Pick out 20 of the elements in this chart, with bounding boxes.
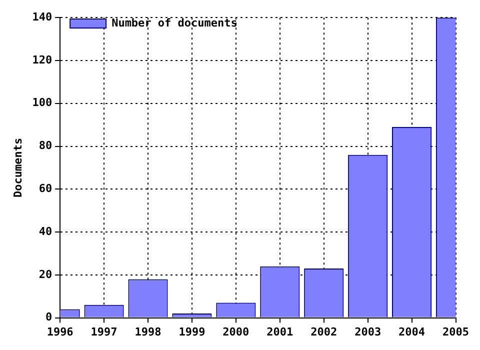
y-tick-label: 40 xyxy=(38,224,52,238)
y-tick-label: 140 xyxy=(32,10,52,24)
y-tick-label: 0 xyxy=(45,310,52,324)
x-tick-label: 1996 xyxy=(46,325,74,338)
x-tick-label: 1998 xyxy=(134,325,162,338)
x-tick-label: 2002 xyxy=(310,325,338,338)
x-tick-label: 2005 xyxy=(442,325,470,338)
x-tick-label: 2003 xyxy=(354,325,382,338)
x-tick-label: 1997 xyxy=(90,325,118,338)
y-tick-label: 80 xyxy=(38,139,52,152)
y-axis-title: Documents xyxy=(11,138,24,198)
x-tick-label: 1999 xyxy=(178,325,206,338)
y-tick-label: 100 xyxy=(32,96,52,110)
x-tick-label: 2001 xyxy=(266,325,294,338)
y-tick-label: 120 xyxy=(32,53,52,66)
x-tick-label: 2000 xyxy=(222,325,250,338)
x-tick-label: 2004 xyxy=(398,325,426,338)
y-tick-label: 60 xyxy=(38,182,52,195)
legend-label: Number of documents xyxy=(112,16,238,30)
y-tick-label: 20 xyxy=(38,268,52,281)
